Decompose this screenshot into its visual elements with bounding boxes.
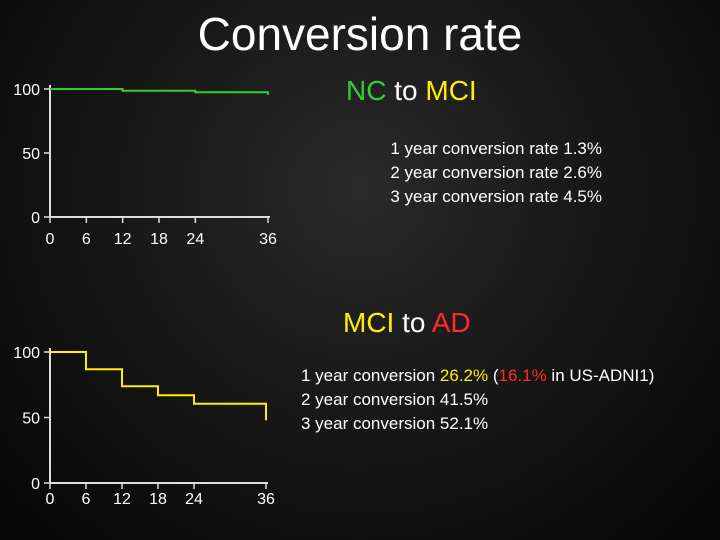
nc-mci-x-tick-label: 18 [150, 231, 168, 248]
mci-ad-x-tick-label: 12 [113, 491, 131, 508]
nc-mci-x-tick-label: 6 [82, 231, 91, 248]
nc-mci-x-tick-label: 36 [259, 231, 277, 248]
nc-mci-x-tick-label: 0 [46, 231, 55, 248]
nc-mci-line-1: 1 year conversion rate 1.3% [390, 137, 602, 161]
nc-mci-line-3: 3 year conversion rate 4.5% [390, 185, 602, 209]
nc-mci-x-tick-label: 12 [114, 231, 132, 248]
nc-mci-y-tick-label: 50 [22, 146, 40, 163]
heading-from: MCI [343, 307, 394, 338]
heading-to-word: to [394, 75, 417, 106]
line1-alt: 16.1% [499, 366, 547, 385]
nc-mci-x-tick-label: 24 [186, 231, 204, 248]
heading-to: AD [432, 307, 471, 338]
nc-mci-heading: NC to MCI [346, 75, 477, 107]
mci-ad-y-tick-label: 100 [13, 345, 40, 362]
mci-ad-x-tick-label: 24 [185, 491, 203, 508]
mci-ad-x-tick-label: 6 [82, 491, 91, 508]
mci-ad-heading: MCI to AD [343, 307, 471, 339]
mci-ad-stats: 1 year conversion 26.2% (16.1% in US-ADN… [301, 364, 654, 436]
line1-open: ( [488, 366, 498, 385]
nc-mci-line-2: 2 year conversion rate 2.6% [390, 161, 602, 185]
mci-ad-y-tick-label: 50 [22, 411, 40, 428]
mci-ad-line-3: 3 year conversion 52.1% [301, 412, 654, 436]
mci-ad-line-2: 2 year conversion 41.5% [301, 388, 654, 412]
mci-ad-x-tick-label: 36 [257, 491, 275, 508]
nc-mci-y-tick-label: 0 [31, 210, 40, 227]
nc-mci-y-tick-label: 100 [13, 82, 40, 99]
mci-ad-x-tick-label: 0 [46, 491, 55, 508]
line1-prefix: 1 year conversion [301, 366, 440, 385]
line1-suffix: in US-ADNI1) [547, 366, 655, 385]
line1-value: 26.2% [440, 366, 488, 385]
heading-from: NC [346, 75, 386, 106]
nc-mci-stats: 1 year conversion rate 1.3% 2 year conve… [390, 137, 602, 209]
heading-to-word: to [402, 307, 425, 338]
mci-ad-line-1: 1 year conversion 26.2% (16.1% in US-ADN… [301, 364, 654, 388]
nc-mci-survival-line [50, 89, 268, 95]
mci-ad-x-tick-label: 18 [149, 491, 167, 508]
heading-to: MCI [425, 75, 476, 106]
mci-ad-survival-line [50, 352, 266, 420]
mci-ad-y-tick-label: 0 [31, 476, 40, 493]
